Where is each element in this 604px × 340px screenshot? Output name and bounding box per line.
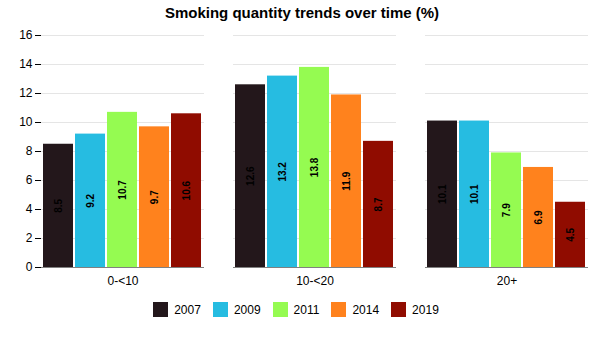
svg-text:4: 4 — [26, 202, 33, 216]
svg-text:7.9: 7.9 — [501, 203, 512, 217]
svg-text:10.1: 10.1 — [437, 184, 448, 204]
svg-text:9.7: 9.7 — [149, 190, 160, 204]
svg-text:2: 2 — [26, 231, 33, 245]
svg-text:13.2: 13.2 — [277, 162, 288, 182]
svg-text:12: 12 — [19, 86, 33, 100]
html-text:2009: 2009 — [233, 302, 261, 317]
svg-text:12.6: 12.6 — [245, 166, 256, 186]
svg-text:14: 14 — [19, 57, 33, 71]
html-text:2011: 2011 — [293, 302, 320, 317]
svg-text:13.8: 13.8 — [309, 157, 320, 177]
svg-text:10.6: 10.6 — [181, 180, 192, 200]
svg-text:0-<10: 0-<10 — [107, 274, 138, 288]
svg-text:6: 6 — [26, 173, 33, 187]
html-text:2014: 2014 — [352, 302, 380, 317]
svg-text:10: 10 — [19, 115, 33, 129]
svg-text:10-<20: 10-<20 — [296, 274, 334, 288]
svg-text:10.1: 10.1 — [469, 184, 480, 204]
svg-text:9.2: 9.2 — [85, 193, 96, 207]
svg-text:0: 0 — [26, 260, 33, 274]
svg-text:8.5: 8.5 — [53, 198, 64, 212]
svg-text:16: 16 — [19, 28, 33, 42]
html-text:2019: 2019 — [412, 302, 439, 317]
svg-text:8.7: 8.7 — [373, 197, 384, 211]
svg-text:20+: 20+ — [497, 274, 517, 288]
html-text:2007: 2007 — [174, 302, 201, 317]
svg-text:6.9: 6.9 — [533, 210, 544, 224]
html-text:Smoking quantity trends over t: Smoking quantity trends over time (%) — [164, 4, 440, 21]
svg-text:11.9: 11.9 — [341, 171, 352, 190]
svg-text:10.7: 10.7 — [117, 180, 128, 200]
svg-text:8: 8 — [26, 144, 33, 158]
svg-text:4.5: 4.5 — [565, 227, 576, 241]
